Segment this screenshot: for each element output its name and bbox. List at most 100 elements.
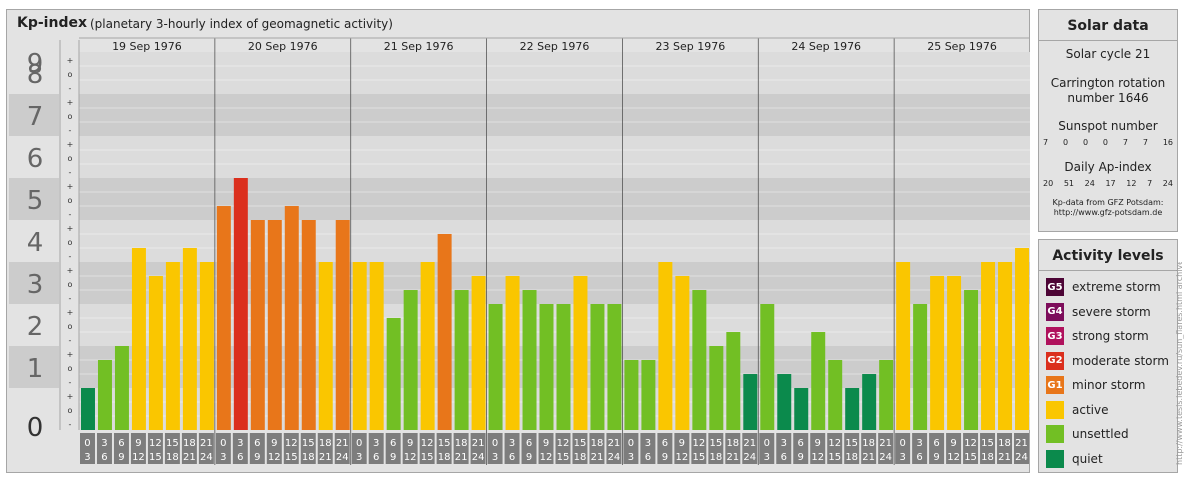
kp-bar: [250, 220, 265, 430]
interval-start-label: 3: [373, 438, 379, 449]
interval-start-label: 6: [390, 438, 396, 449]
interval-end-label: 3: [899, 452, 905, 463]
label-band-1: [9, 346, 59, 388]
kp-bar: [641, 359, 656, 430]
interval-cell: [844, 433, 860, 464]
sub-tick-label: -: [69, 378, 72, 387]
interval-cell: [793, 433, 809, 464]
interval-end-label: 3: [492, 452, 498, 463]
sub-tick-label: +: [67, 308, 74, 317]
level-item: G4 severe storm: [1039, 300, 1177, 325]
interval-cell: [181, 433, 197, 464]
sub-tick-label: o: [68, 70, 73, 79]
interval-start-label: 15: [302, 438, 315, 449]
y-tick-label: 4: [27, 228, 44, 258]
interval-end-label: 21: [591, 452, 604, 463]
sub-tick-label: -: [69, 126, 72, 135]
credit-line2: http://www.gfz-potsdam.de: [1053, 208, 1163, 217]
interval-start-label: 21: [472, 438, 485, 449]
chart-subtitle: (planetary 3-hourly index of geomagnetic…: [90, 17, 393, 31]
level-label: moderate storm: [1072, 353, 1169, 368]
interval-start-label: 18: [591, 438, 604, 449]
level-swatch: G5: [1046, 278, 1064, 297]
interval-start-label: 0: [899, 438, 905, 449]
kp-bar: [964, 290, 979, 430]
kp-bar: [777, 374, 792, 430]
activity-levels-list: G5 extreme storm G4 severe storm G3 strong st…: [1039, 271, 1177, 471]
interval-cell: [1014, 433, 1029, 464]
label-band-8: [9, 52, 59, 94]
kp-bar: [182, 248, 197, 430]
day-label: 22 Sep 1976: [520, 40, 590, 53]
label-band-3: [9, 262, 59, 304]
kp-bar: [981, 262, 996, 430]
interval-cell: [96, 433, 112, 464]
interval-cell: [266, 433, 282, 464]
kp-bar: [743, 374, 758, 430]
interval-end-label: 3: [84, 452, 90, 463]
sunspot-1: 0: [1062, 138, 1069, 147]
interval-start-label: 21: [200, 438, 213, 449]
interval-cell: [980, 433, 996, 464]
interval-end-label: 18: [166, 452, 179, 463]
ap-6: 24: [1162, 179, 1173, 188]
interval-end-label: 24: [743, 452, 756, 463]
y-tick-label: 1: [27, 354, 44, 384]
day-label: 24 Sep 1976: [791, 40, 861, 53]
solar-data-title: Solar data: [1039, 10, 1177, 41]
interval-cell: [929, 433, 945, 464]
interval-end-label: 24: [1015, 452, 1028, 463]
label-band-5: [9, 178, 59, 220]
interval-start-label: 15: [845, 438, 858, 449]
ap-1: 51: [1063, 179, 1074, 188]
interval-start-label: 3: [781, 438, 787, 449]
y-tick-label: 2: [27, 312, 44, 342]
kp-bar: [998, 262, 1013, 430]
level-swatch: [1046, 449, 1064, 468]
interval-end-label: 21: [319, 452, 332, 463]
sub-tick-label: -: [69, 294, 72, 303]
day-label: 19 Sep 1976: [112, 40, 182, 53]
interval-start-label: 15: [981, 438, 994, 449]
sub-tick-label: o: [68, 112, 73, 121]
interval-start-label: 18: [862, 438, 875, 449]
interval-end-label: 6: [916, 452, 922, 463]
level-label: quiet: [1072, 451, 1103, 466]
level-item: G3 strong storm: [1039, 324, 1177, 349]
sub-tick-label: o: [68, 364, 73, 373]
kp-bar: [896, 262, 911, 430]
interval-start-label: 0: [220, 438, 226, 449]
interval-end-label: 24: [200, 452, 213, 463]
kp-bar: [403, 290, 418, 430]
kp-bar: [471, 275, 486, 430]
interval-cell: [997, 433, 1013, 464]
interval-end-label: 15: [828, 452, 841, 463]
kp-bar: [284, 206, 299, 430]
interval-start-label: 3: [237, 438, 243, 449]
kp-bar: [862, 374, 877, 430]
ap-4: 12: [1126, 179, 1137, 188]
kp-bar: [369, 262, 384, 430]
interval-start-label: 21: [743, 438, 756, 449]
interval-end-label: 3: [220, 452, 226, 463]
sunspot-3: 0: [1102, 138, 1108, 147]
interval-end-label: 21: [726, 452, 739, 463]
sunspot-6: 16: [1162, 138, 1173, 147]
interval-start-label: 18: [455, 438, 468, 449]
level-swatch: [1046, 400, 1064, 419]
kp-bar: [335, 220, 350, 430]
label-band-2: [9, 304, 59, 346]
interval-end-label: 6: [645, 452, 651, 463]
level-swatch: G4: [1046, 302, 1064, 321]
sunspot-0: 7: [1043, 138, 1049, 147]
interval-cell: [164, 433, 180, 464]
interval-start-label: 12: [557, 438, 570, 449]
interval-cell: [334, 433, 350, 464]
level-swatch: [1046, 425, 1064, 444]
sunspot-2: 0: [1082, 138, 1089, 147]
interval-cell: [912, 433, 928, 464]
sub-tick-label: o: [68, 154, 73, 163]
interval-end-label: 12: [268, 452, 281, 463]
kp-bar: [301, 220, 316, 430]
sub-tick-label: +: [67, 350, 74, 359]
